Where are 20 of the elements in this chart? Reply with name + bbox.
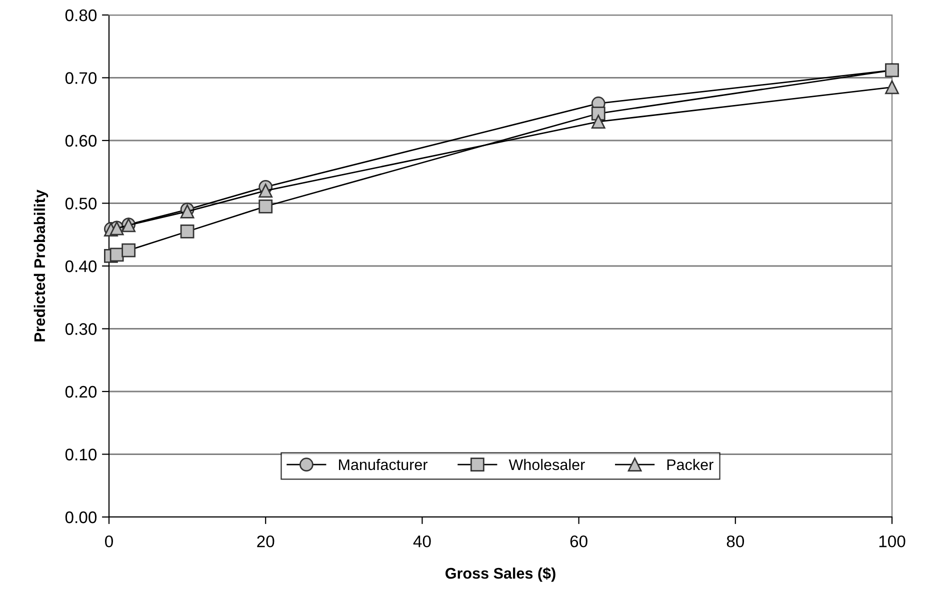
y-tick-label: 0.20	[65, 386, 97, 398]
y-tick-label: 0.10	[65, 448, 97, 460]
x-tick-label: 80	[726, 535, 744, 548]
y-tick-label: 0.00	[65, 511, 97, 524]
legend-label: Packer	[667, 458, 714, 470]
y-tick-label: 0.80	[65, 9, 97, 22]
x-tick-label: 40	[413, 535, 431, 548]
y-axis-title: Predicted Probability	[34, 190, 48, 342]
y-tick-label: 0.70	[65, 72, 97, 84]
y-tick-label: 0.30	[65, 323, 97, 335]
x-tick-label: 60	[570, 535, 588, 548]
legend-label: Wholesaler	[508, 458, 585, 470]
x-tick-label: 100	[879, 535, 906, 548]
x-tick-label: 0	[105, 535, 113, 548]
x-axis-title: Gross Sales ($)	[446, 567, 556, 582]
y-tick-label: 0.60	[65, 134, 97, 147]
legend-label: Manufacturer	[339, 458, 428, 470]
y-tick-label: 0.50	[65, 198, 97, 210]
y-tick-label: 0.40	[65, 260, 97, 272]
x-tick-label: 20	[257, 535, 274, 548]
